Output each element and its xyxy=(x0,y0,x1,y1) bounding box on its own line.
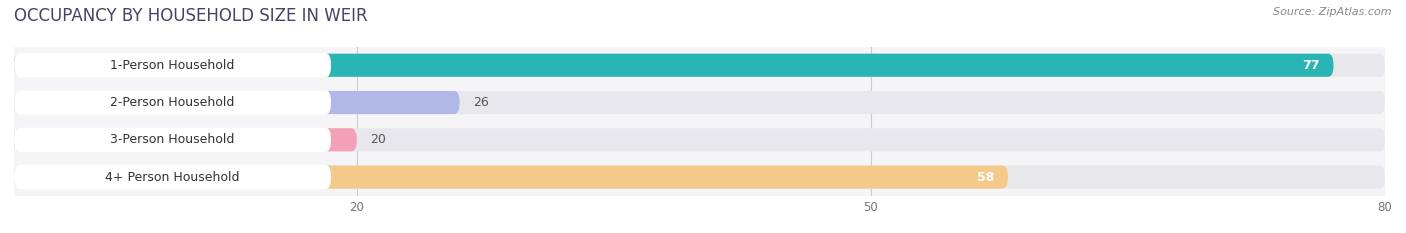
Text: 77: 77 xyxy=(1302,59,1320,72)
FancyBboxPatch shape xyxy=(14,165,1008,189)
FancyBboxPatch shape xyxy=(14,91,460,114)
Text: 1-Person Household: 1-Person Household xyxy=(111,59,235,72)
FancyBboxPatch shape xyxy=(14,54,1385,77)
Text: 26: 26 xyxy=(474,96,489,109)
Text: 2-Person Household: 2-Person Household xyxy=(111,96,235,109)
FancyBboxPatch shape xyxy=(14,54,1333,77)
FancyBboxPatch shape xyxy=(14,128,357,151)
FancyBboxPatch shape xyxy=(14,90,330,115)
FancyBboxPatch shape xyxy=(14,165,330,189)
Text: 4+ Person Household: 4+ Person Household xyxy=(105,171,240,184)
FancyBboxPatch shape xyxy=(14,128,330,152)
FancyBboxPatch shape xyxy=(14,91,1385,114)
Text: 20: 20 xyxy=(371,133,387,146)
Text: 58: 58 xyxy=(977,171,994,184)
Text: Source: ZipAtlas.com: Source: ZipAtlas.com xyxy=(1274,7,1392,17)
FancyBboxPatch shape xyxy=(14,128,1385,151)
Text: 3-Person Household: 3-Person Household xyxy=(111,133,235,146)
FancyBboxPatch shape xyxy=(14,165,1385,189)
Text: OCCUPANCY BY HOUSEHOLD SIZE IN WEIR: OCCUPANCY BY HOUSEHOLD SIZE IN WEIR xyxy=(14,7,368,25)
FancyBboxPatch shape xyxy=(14,53,330,77)
